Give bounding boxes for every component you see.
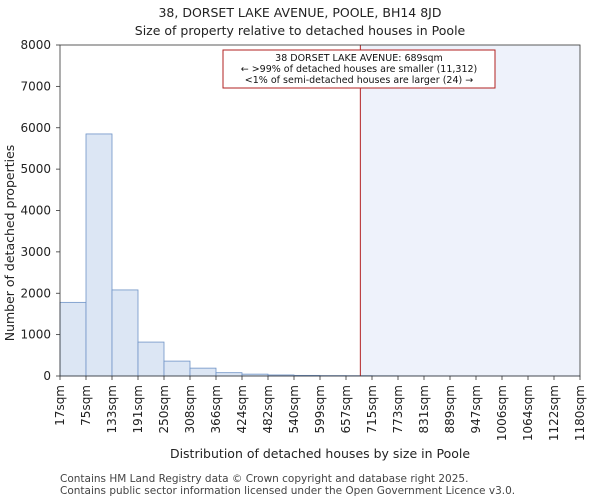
x-tick-label: 540sqm xyxy=(287,385,301,433)
x-tick-label: 133sqm xyxy=(105,385,119,433)
annotation-frame xyxy=(222,49,496,89)
x-tick-label: 308sqm xyxy=(183,385,197,433)
bar-308sqm xyxy=(189,367,217,377)
x-tick-label: 191sqm xyxy=(131,385,145,433)
y-tick-label: 6000 xyxy=(20,121,51,135)
y-tick-label: 5000 xyxy=(20,162,51,176)
x-tick-label: 366sqm xyxy=(209,385,223,433)
footer-line1: Contains HM Land Registry data © Crown c… xyxy=(60,473,468,485)
y-axis-label: Number of detached properties xyxy=(2,145,17,342)
y-tick-label: 8000 xyxy=(20,38,51,52)
annotation-line2: ← >99% of detached houses are smaller (1… xyxy=(241,64,478,75)
bar-250sqm xyxy=(163,360,191,377)
x-tick-label: 715sqm xyxy=(365,385,379,433)
x-tick-label: 1122sqm xyxy=(547,385,561,441)
x-tick-label: 75sqm xyxy=(79,385,93,426)
y-tick-label: 3000 xyxy=(20,245,51,259)
y-tick-label: 7000 xyxy=(20,79,51,93)
annotation-line1: 38 DORSET LAKE AVENUE: 689sqm xyxy=(275,53,443,64)
x-tick-label: 599sqm xyxy=(313,385,327,433)
highlight-region xyxy=(360,45,580,376)
x-tick-label: 250sqm xyxy=(157,385,171,433)
bar-17sqm xyxy=(59,301,87,377)
y-tick-label: 4000 xyxy=(20,204,51,218)
x-tick-label: 424sqm xyxy=(235,385,249,433)
y-axis-ticks: 0 1000 2000 3000 4000 5000 6000 7000 8000 xyxy=(20,38,60,383)
y-tick-label: 2000 xyxy=(20,286,51,300)
chart-title-line1: 38, DORSET LAKE AVENUE, POOLE, BH14 8JD xyxy=(158,5,441,20)
annotation-line3: <1% of semi-detached houses are larger (… xyxy=(245,75,473,86)
x-tick-label: 947sqm xyxy=(469,385,483,433)
x-tick-label: 1064sqm xyxy=(521,385,535,441)
annotation-box: 38 DORSET LAKE AVENUE: 689sqm ← >99% of … xyxy=(222,49,496,89)
footer-line2: Contains public sector information licen… xyxy=(60,485,515,497)
bar-191sqm xyxy=(137,341,165,377)
bar-366sqm xyxy=(215,372,243,377)
x-tick-label: 657sqm xyxy=(339,385,353,433)
x-tick-label: 482sqm xyxy=(261,385,275,433)
bars-group xyxy=(59,133,581,377)
x-tick-label: 17sqm xyxy=(53,385,67,426)
x-tick-label: 1006sqm xyxy=(495,385,509,441)
y-tick-label: 1000 xyxy=(20,328,51,342)
x-axis-label: Distribution of detached houses by size … xyxy=(170,446,470,461)
x-tick-label: 1180sqm xyxy=(573,385,587,441)
bar-75sqm xyxy=(85,133,113,377)
x-tick-label: 773sqm xyxy=(391,385,405,433)
y-tick-label: 0 xyxy=(43,369,51,383)
bar-133sqm xyxy=(111,289,139,377)
x-tick-label: 889sqm xyxy=(443,385,457,433)
chart-title-line2: Size of property relative to detached ho… xyxy=(135,23,466,38)
x-tick-label: 831sqm xyxy=(417,385,431,433)
x-axis-ticks: 17sqm 75sqm 133sqm 191sqm 250sqm 308sqm 366sqm… xyxy=(53,376,587,441)
